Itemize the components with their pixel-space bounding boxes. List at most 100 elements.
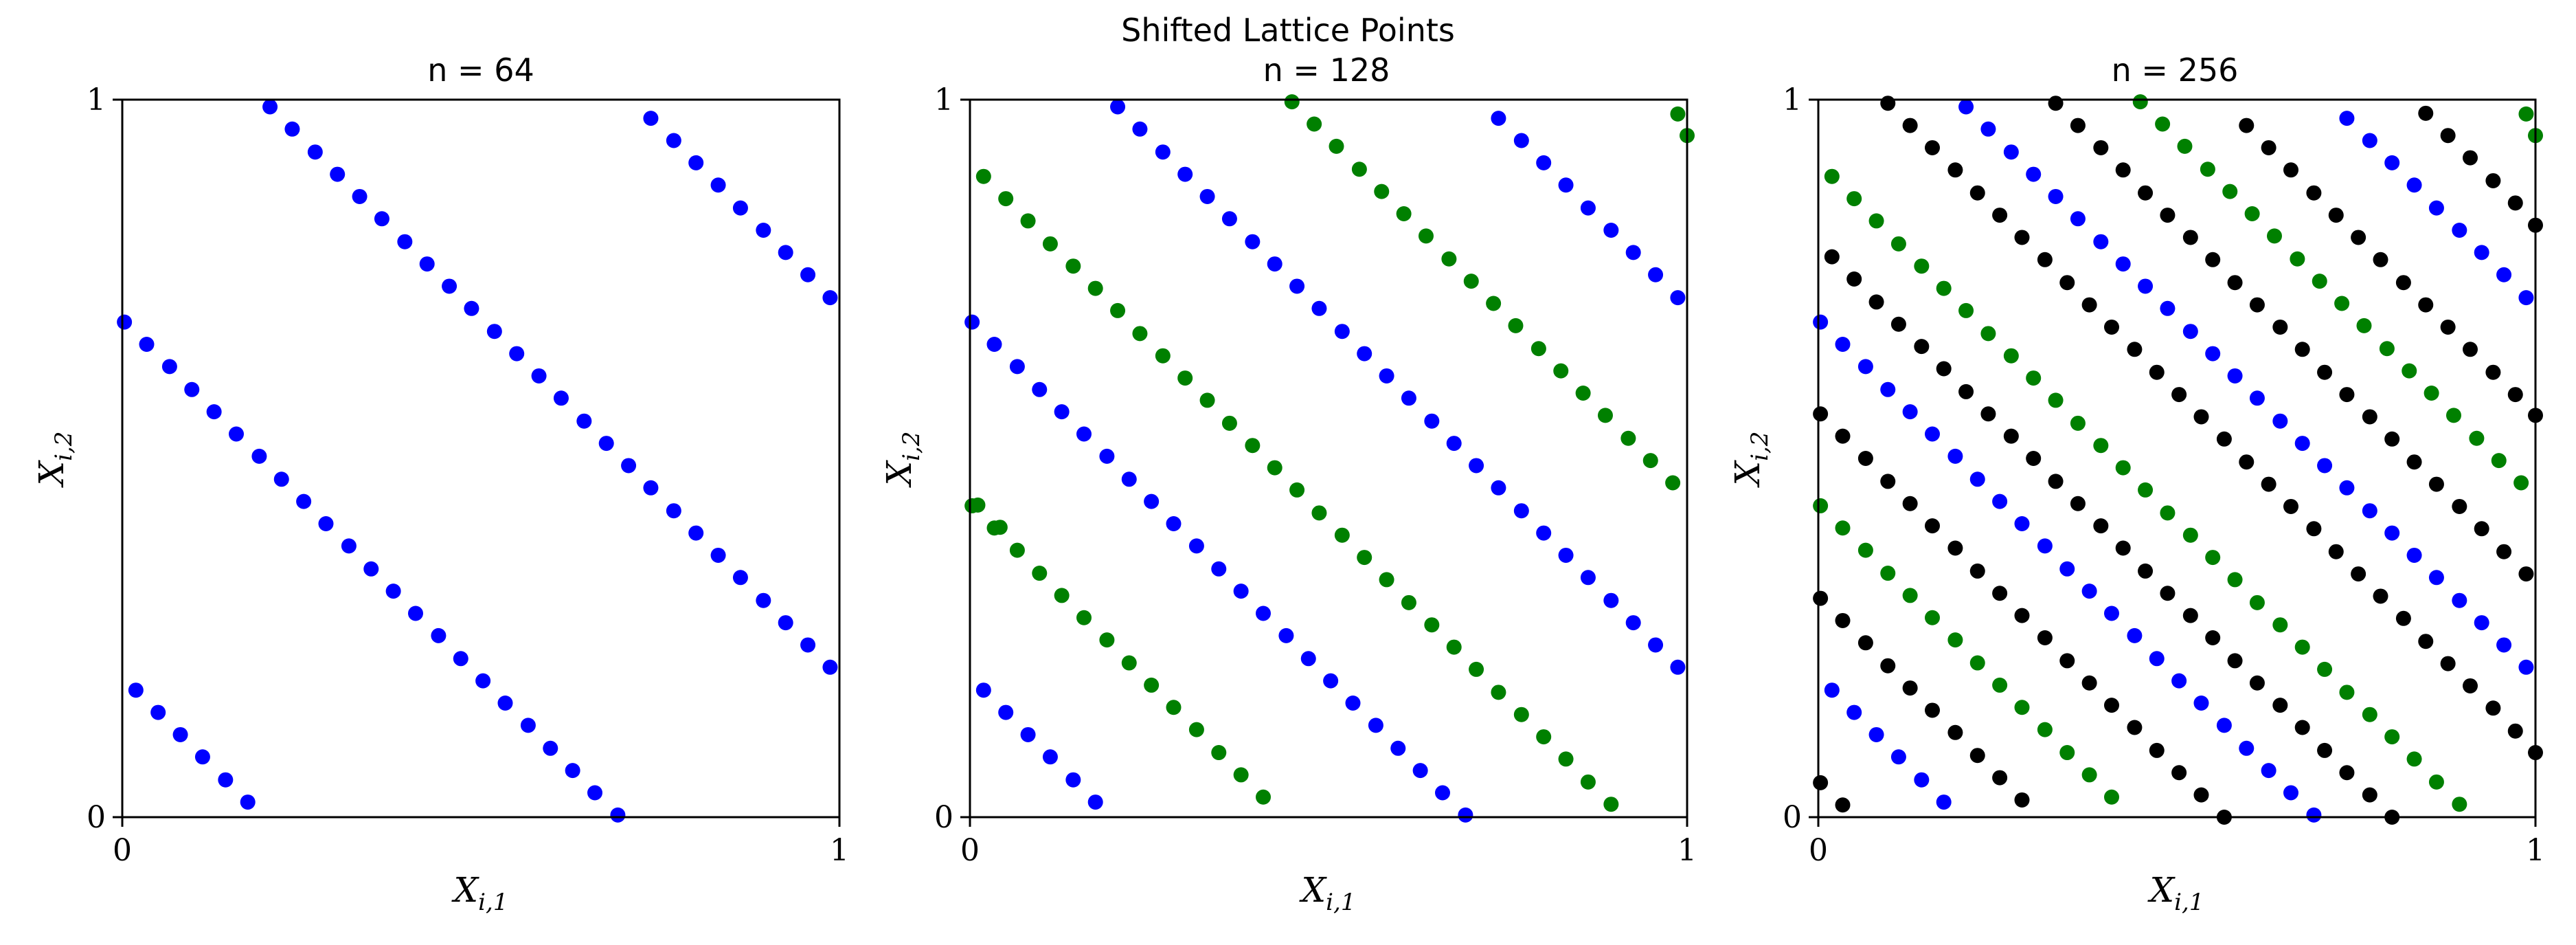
lattice-point bbox=[2200, 162, 2215, 177]
lattice-point bbox=[1065, 772, 1081, 788]
lattice-point bbox=[1199, 188, 1215, 204]
lattice-point bbox=[2014, 516, 2030, 532]
lattice-point bbox=[1267, 256, 1283, 272]
lattice-point bbox=[2193, 696, 2209, 711]
lattice-point bbox=[800, 267, 816, 282]
lattice-point bbox=[2093, 518, 2109, 534]
lattice-point bbox=[1813, 498, 1829, 513]
lattice-point bbox=[1177, 370, 1193, 386]
lattice-point bbox=[1121, 471, 1137, 487]
lattice-point bbox=[2239, 740, 2255, 756]
lattice-point bbox=[1491, 111, 1506, 126]
lattice-point bbox=[1835, 428, 1851, 444]
lattice-point bbox=[2462, 150, 2478, 166]
lattice-point bbox=[1868, 726, 1884, 742]
lattice-point bbox=[1469, 458, 1484, 474]
lattice-point bbox=[1813, 590, 1829, 606]
lattice-point bbox=[1177, 166, 1193, 182]
lattice-point bbox=[2239, 118, 2255, 133]
lattice-point bbox=[998, 191, 1014, 207]
lattice-point bbox=[2227, 653, 2243, 669]
lattice-point bbox=[2362, 409, 2377, 425]
lattice-point bbox=[643, 480, 659, 496]
lattice-point bbox=[2037, 722, 2053, 737]
lattice-point bbox=[2216, 431, 2232, 447]
lattice-point bbox=[1835, 520, 1851, 536]
lattice-point bbox=[1009, 359, 1025, 375]
lattice-point bbox=[2317, 458, 2333, 474]
lattice-point bbox=[688, 525, 704, 541]
lattice-point bbox=[2160, 586, 2176, 601]
lattice-point bbox=[2193, 409, 2209, 425]
lattice-point bbox=[509, 346, 525, 362]
lattice-point bbox=[1032, 566, 1048, 581]
lattice-point bbox=[2507, 723, 2523, 739]
lattice-point bbox=[1880, 96, 1896, 111]
lattice-point bbox=[2115, 162, 2131, 178]
lattice-point bbox=[1924, 702, 1940, 718]
x-tick-label: 0 bbox=[1809, 833, 1828, 868]
lattice-point bbox=[2317, 661, 2333, 677]
lattice-point bbox=[2115, 460, 2131, 476]
lattice-point bbox=[2244, 205, 2260, 221]
lattice-point bbox=[1245, 438, 1261, 454]
lattice-point bbox=[1491, 480, 1506, 496]
lattice-point bbox=[1969, 655, 1985, 671]
y-axis-label: Xi,2 bbox=[879, 432, 925, 489]
y-tick-label: 0 bbox=[1783, 800, 1802, 835]
lattice-point bbox=[2362, 133, 2377, 148]
lattice-point bbox=[1880, 566, 1896, 581]
lattice-point bbox=[1132, 121, 1148, 137]
lattice-point bbox=[1441, 251, 1457, 267]
lattice-point bbox=[1424, 413, 1440, 429]
lattice-point bbox=[2160, 505, 2176, 521]
lattice-point bbox=[397, 234, 413, 249]
plot-area bbox=[1813, 94, 2543, 825]
lattice-point bbox=[1255, 605, 1271, 621]
y-axis: 1 0 Xi,2 bbox=[1728, 82, 1818, 835]
lattice-point bbox=[2070, 496, 2086, 511]
lattice-point bbox=[2428, 200, 2444, 216]
lattice-point bbox=[2351, 566, 2366, 582]
y-tick-label: 1 bbox=[87, 82, 106, 118]
lattice-point bbox=[2182, 608, 2198, 623]
lattice-point bbox=[150, 704, 166, 720]
lattice-point bbox=[1379, 368, 1394, 383]
axes-frame bbox=[121, 98, 841, 819]
lattice-point bbox=[1032, 381, 1048, 397]
lattice-point bbox=[2373, 252, 2388, 267]
lattice-point bbox=[1648, 637, 1664, 653]
lattice-point bbox=[475, 673, 491, 689]
lattice-point bbox=[1042, 236, 1058, 252]
lattice-point bbox=[2496, 637, 2512, 653]
lattice-point bbox=[1580, 200, 1596, 216]
lattice-point bbox=[2149, 364, 2165, 380]
lattice-point bbox=[1334, 324, 1350, 340]
plot-area bbox=[117, 98, 841, 823]
lattice-point bbox=[756, 223, 771, 238]
x-tick-label: 1 bbox=[830, 833, 849, 868]
lattice-point bbox=[1969, 563, 1985, 579]
lattice-point bbox=[2081, 767, 2097, 783]
lattice-point bbox=[1603, 797, 1619, 812]
lattice-point bbox=[2070, 118, 2086, 133]
lattice-point bbox=[710, 177, 726, 193]
lattice-point bbox=[1166, 700, 1182, 715]
lattice-point bbox=[2227, 275, 2243, 291]
lattice-point bbox=[2491, 453, 2507, 469]
lattice-point bbox=[2496, 267, 2512, 282]
lattice-point bbox=[407, 605, 423, 621]
lattice-point bbox=[1110, 99, 1126, 115]
lattice-point bbox=[1558, 177, 1574, 193]
lattice-point bbox=[2402, 363, 2417, 379]
lattice-point bbox=[240, 794, 256, 810]
lattice-point bbox=[1144, 493, 1160, 509]
lattice-point bbox=[1603, 223, 1619, 238]
lattice-point bbox=[1233, 583, 1249, 599]
lattice-point bbox=[1289, 278, 1305, 294]
lattice-point bbox=[2003, 428, 2019, 444]
lattice-point bbox=[2048, 188, 2064, 204]
lattice-point bbox=[2249, 390, 2265, 406]
lattice-point bbox=[1458, 807, 1473, 823]
lattice-point bbox=[2093, 140, 2109, 155]
